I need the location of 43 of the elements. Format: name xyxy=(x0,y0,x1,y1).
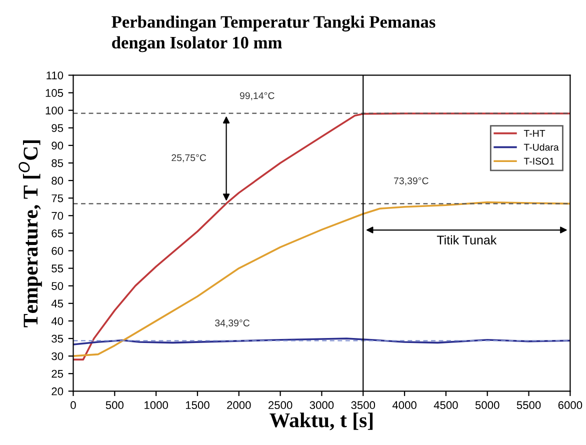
ref-line-label: 73,39°C xyxy=(394,177,428,186)
x-tick-label: 500 xyxy=(106,401,124,410)
annotation: 25,75°C xyxy=(172,154,206,162)
x-tick-label: 2000 xyxy=(227,401,251,410)
x-tick-label: 0 xyxy=(70,401,76,410)
x-tick-label: 3500 xyxy=(351,401,376,410)
x-tick-label: 5500 xyxy=(516,401,541,410)
y-tick-label: 75 xyxy=(52,194,64,202)
y-tick-label: 95 xyxy=(52,124,64,132)
x-tick-label: 4000 xyxy=(392,401,416,410)
y-tick-label: 30 xyxy=(52,352,64,360)
y-tick-label: 45 xyxy=(51,300,64,308)
y-tick-label: 35 xyxy=(52,334,64,343)
y-tick-label: 100 xyxy=(46,106,64,114)
x-tick-label: 1000 xyxy=(144,401,168,410)
x-axis-title: Waktu, t [s] xyxy=(270,412,373,430)
legend-label: T-Udara xyxy=(524,144,559,151)
legend-label: T-ISO1 xyxy=(524,158,554,165)
y-tick-label: 25 xyxy=(52,370,64,378)
x-tick-label: 1500 xyxy=(186,401,210,410)
y-tick-label: 50 xyxy=(52,282,64,290)
x-tick-label: 5000 xyxy=(475,401,500,410)
y-tick-label: 60 xyxy=(52,247,64,255)
y-tick-label: 70 xyxy=(52,212,64,220)
y-tick-label: 80 xyxy=(52,176,64,185)
y-tick-label: 65 xyxy=(52,229,64,238)
x-tick-label: 2500 xyxy=(268,401,292,410)
ref-line-label: 99,14°C xyxy=(240,92,274,100)
y-tick-label: 105 xyxy=(46,89,64,97)
chart-title: Perbandingan Temperatur Tangki Pemanas dengan Isolator 10 mm xyxy=(112,16,436,52)
y-tick-label: 85 xyxy=(52,159,64,168)
annotation: Titik Tunak xyxy=(436,235,497,244)
x-tick-label: 3000 xyxy=(310,401,334,410)
y-tick-label: 20 xyxy=(52,387,64,396)
legend-label: T-HT xyxy=(524,130,546,137)
x-tick-label: 6000 xyxy=(558,401,582,410)
y-tick-label: 90 xyxy=(52,142,64,150)
ref-line-label: 34,39°C xyxy=(215,320,250,328)
x-tick-label: 4500 xyxy=(434,401,458,410)
y-tick-label: 40 xyxy=(51,317,64,326)
y-axis-title: Temperature, T [$^{O}$C] xyxy=(18,140,42,328)
y-tick-label: 110 xyxy=(46,71,64,80)
y-tick-label: 55 xyxy=(52,264,64,272)
